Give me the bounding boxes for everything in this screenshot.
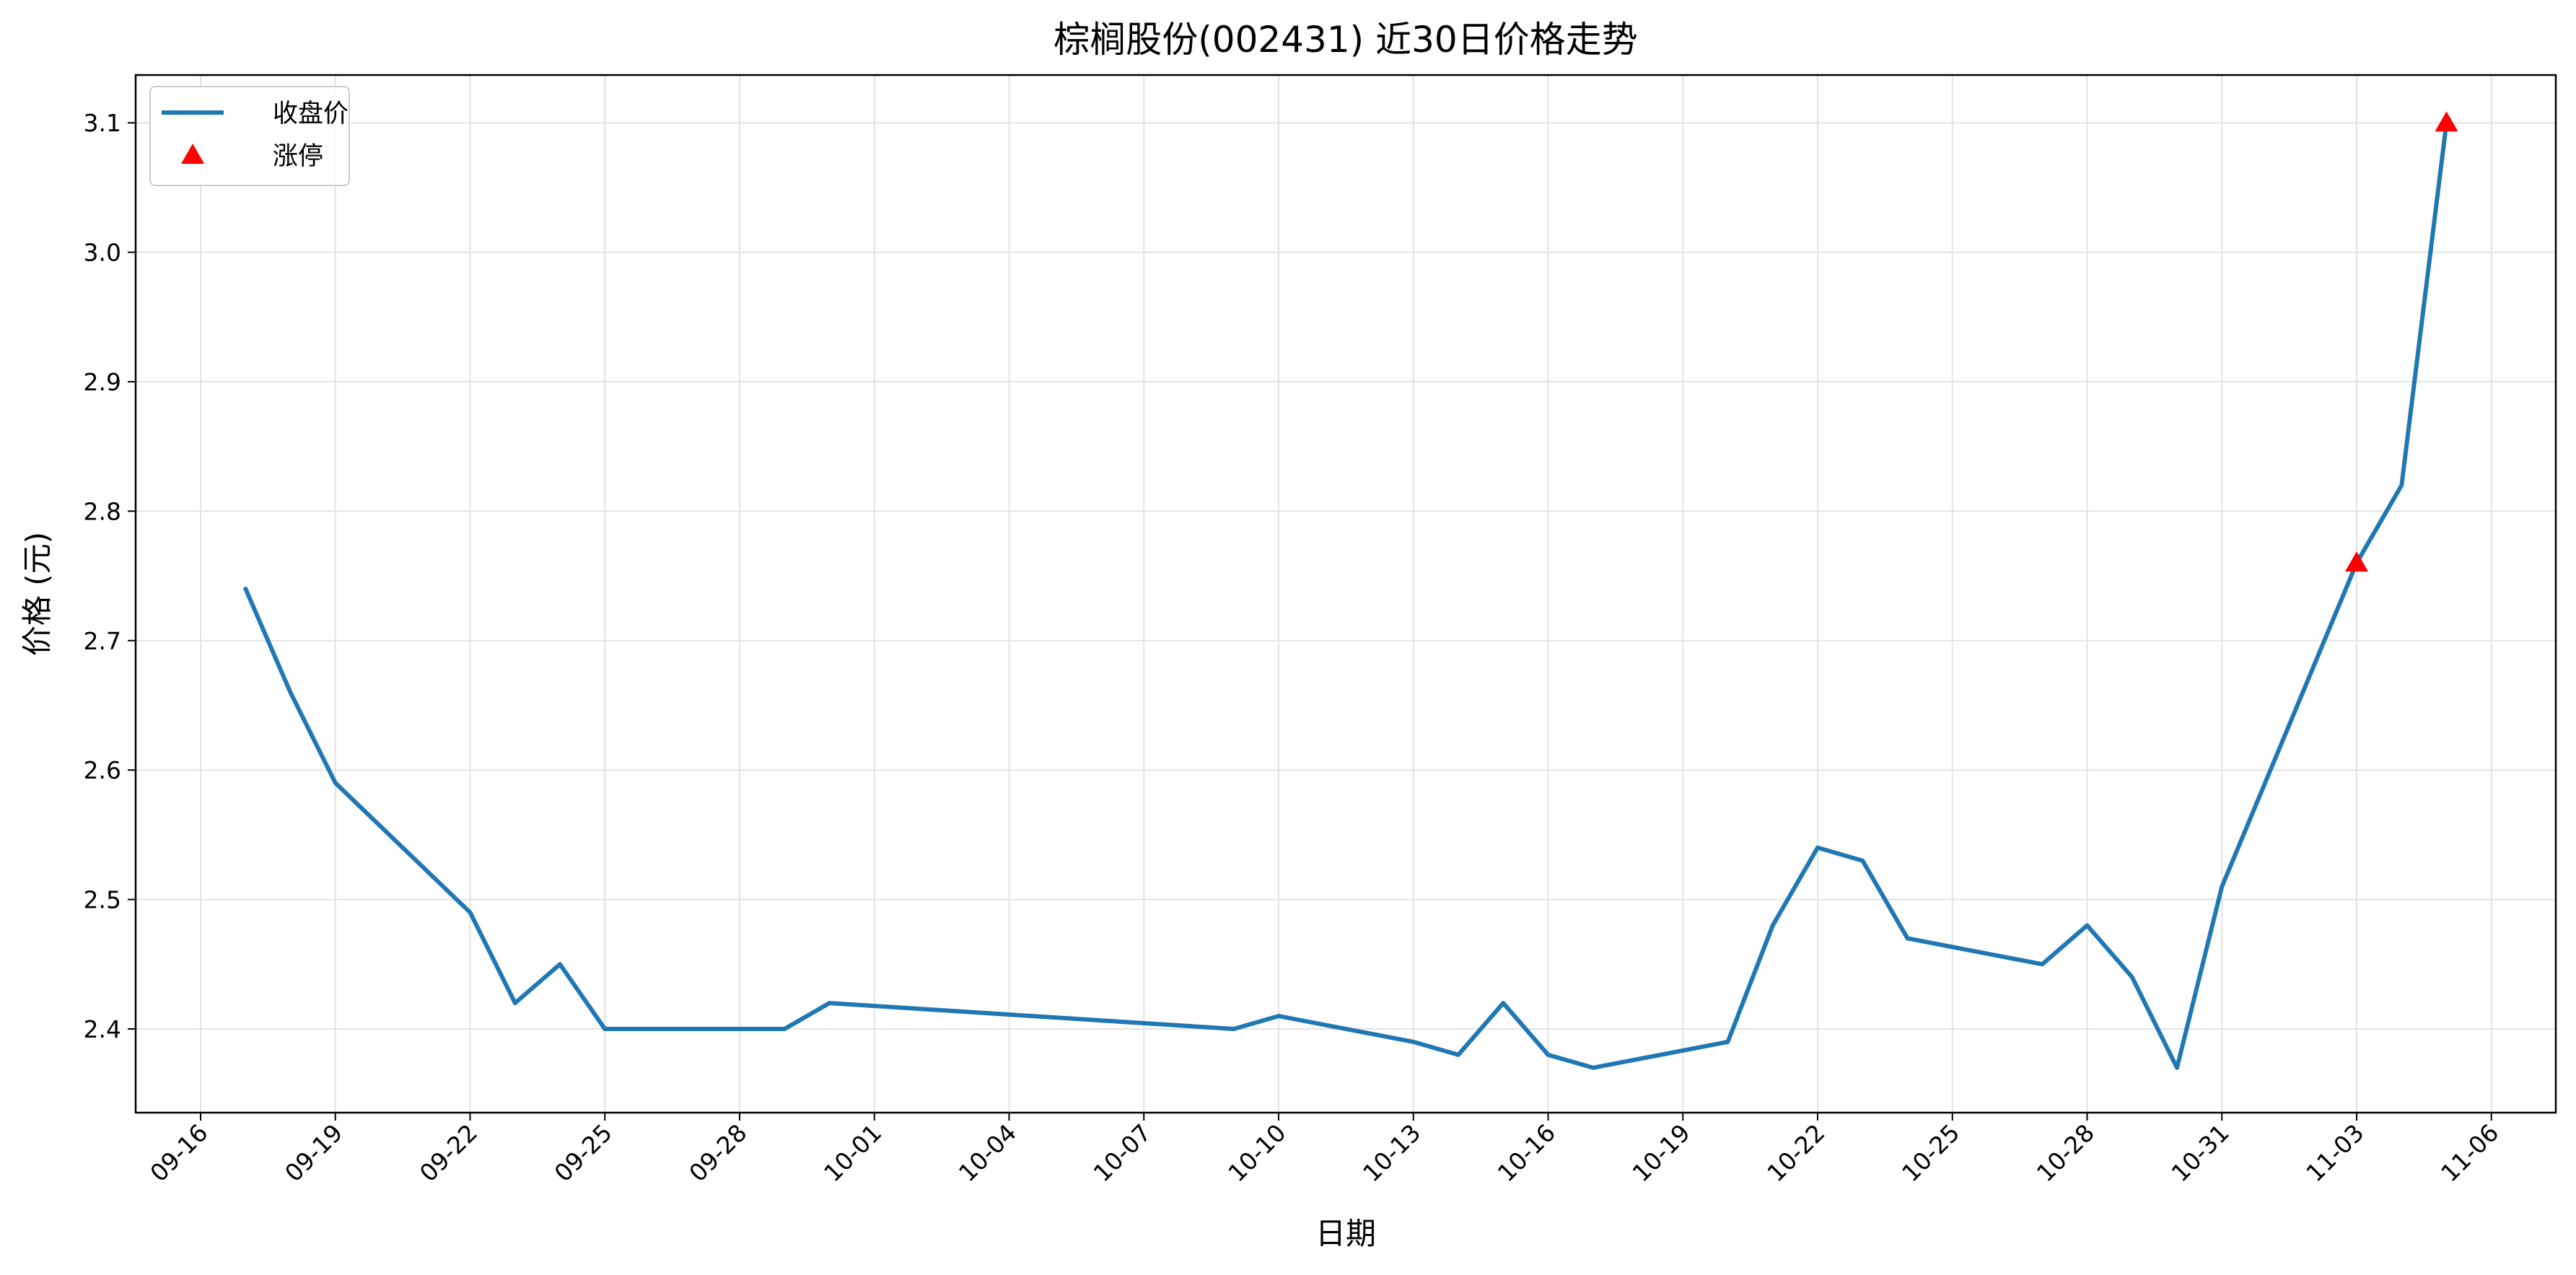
- close-price-point: [828, 1002, 831, 1005]
- close-price-point: [1277, 1015, 1280, 1018]
- close-price-point: [1771, 924, 1774, 927]
- close-price-point: [1502, 1002, 1505, 1005]
- close-price-point: [1816, 846, 1819, 849]
- limit-up-marker: [2345, 551, 2368, 572]
- close-price-point: [333, 781, 337, 785]
- y-tick-label: 3.1: [84, 109, 121, 137]
- legend: 收盘价 涨停: [149, 86, 350, 186]
- y-axis: 2.4 2.5 2.6 2.7 2.8 2.9 3.0 3.1: [84, 109, 136, 1043]
- close-price-point: [603, 1028, 607, 1030]
- close-price-point: [2220, 885, 2224, 888]
- y-tick-label: 2.4: [84, 1015, 121, 1043]
- close-price-point: [648, 1028, 652, 1030]
- marker-layer: [2345, 111, 2458, 572]
- legend-label-close: 收盘价: [273, 100, 349, 128]
- close-price-point: [1457, 1053, 1460, 1056]
- close-price-point: [2400, 483, 2404, 487]
- close-price-point: [1546, 1053, 1550, 1056]
- close-price-point: [1861, 859, 1865, 862]
- close-price-point: [2176, 1066, 2178, 1069]
- limit-up-marker: [2435, 111, 2458, 132]
- grid: [136, 75, 2556, 1113]
- close-price-point: [2130, 976, 2134, 979]
- close-price-point: [783, 1028, 787, 1030]
- y-axis-label: 价格 (元): [19, 532, 55, 656]
- close-price-point: [1591, 1066, 1595, 1069]
- y-tick-label: 2.7: [84, 627, 121, 655]
- close-price-point: [1232, 1028, 1235, 1030]
- legend-limit-up-marker: [181, 144, 204, 164]
- close-price-point: [1906, 937, 1909, 940]
- close-price-point: [1411, 1040, 1415, 1043]
- legend-label-limit-up: 涨停: [273, 142, 323, 171]
- y-tick-label: 2.8: [84, 497, 121, 525]
- close-price-point: [558, 963, 561, 966]
- close-price-point: [289, 691, 292, 694]
- y-tick-label: 2.6: [84, 756, 121, 784]
- close-price-point: [2041, 963, 2044, 966]
- plot-frame: [134, 74, 2557, 1114]
- close-price-point: [468, 911, 472, 914]
- close-price-point: [1726, 1040, 1730, 1043]
- y-tick-label: 2.9: [84, 368, 121, 396]
- y-tick-label: 3.0: [84, 239, 121, 267]
- series-line-close-price: [243, 121, 2449, 1070]
- x-axis-label: 日期: [1315, 1216, 1376, 1251]
- close-price-point: [513, 1002, 517, 1005]
- close-price-point: [244, 587, 247, 590]
- chart-title: 棕榈股份(002431) 近30日价格走势: [1053, 19, 1637, 61]
- close-price-point: [2085, 924, 2089, 927]
- y-tick-label: 2.5: [84, 886, 121, 914]
